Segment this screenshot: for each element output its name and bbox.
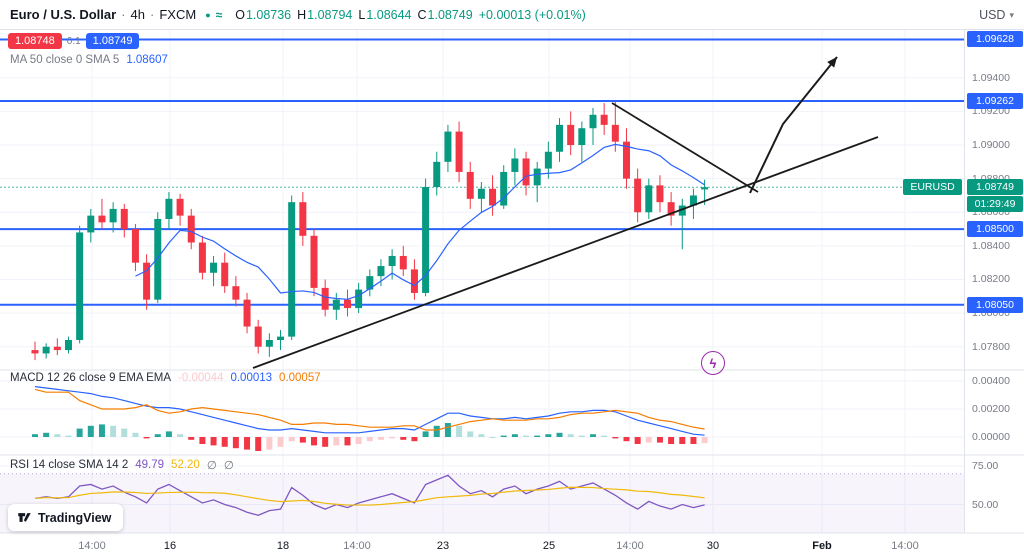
- market-status-dot-icon: ●: [205, 9, 211, 20]
- high-value: 1.08794: [307, 7, 353, 22]
- ma-legend[interactable]: MA 50 close 0 SMA 5 1.08607: [10, 54, 168, 66]
- grid-lines: [0, 30, 964, 533]
- candlestick-series[interactable]: [31, 101, 709, 361]
- time-tick-label: 25: [542, 540, 556, 552]
- bar-countdown-badge: 01:29:49: [967, 196, 1023, 213]
- delayed-data-icon: ≈: [215, 7, 223, 22]
- macd-tick-label: 0.00400: [972, 375, 1010, 387]
- rsi-value: 49.79: [135, 459, 165, 471]
- rsi-band: [0, 473, 964, 533]
- time-tick-label: Feb: [812, 540, 832, 552]
- ma-value: 1.08607: [126, 54, 168, 66]
- ask-price-badge[interactable]: 1.08749: [85, 33, 140, 49]
- close-value: 1.08749: [427, 7, 473, 22]
- interval-selector[interactable]: 4h: [130, 7, 145, 22]
- rsi-band-value: ∅: [223, 460, 234, 472]
- price-tick-label: 1.08200: [972, 273, 1010, 286]
- trendline-up[interactable]: [252, 136, 879, 369]
- ma-legend-title: MA 50 close 0 SMA 5: [10, 54, 120, 66]
- currency-selector[interactable]: USD ▾: [979, 0, 1014, 30]
- arrow-up-line[interactable]: [749, 56, 838, 194]
- time-tick-label: 30: [706, 540, 720, 552]
- open-label: O: [235, 7, 245, 22]
- currency-label: USD: [979, 8, 1006, 22]
- exchange-name[interactable]: FXCM: [159, 7, 197, 22]
- rsi-sma-value: 52.20: [171, 459, 200, 471]
- time-tick-label: 14:00: [343, 540, 371, 552]
- low-label: L: [358, 7, 366, 22]
- tradingview-logo-text: TradingView: [38, 510, 112, 525]
- time-tick-label: 14:00: [891, 540, 919, 552]
- lightning-bolt-icon[interactable]: ϟ: [701, 351, 725, 375]
- ohlc-readout: O1.08736 H1.08794 L1.08644 C1.08749 +0.0…: [235, 8, 586, 22]
- macd-histogram: [32, 423, 708, 451]
- macd-signal-value: 0.00057: [279, 372, 321, 384]
- time-tick-label: 16: [163, 540, 177, 552]
- macd-line: [34, 386, 705, 436]
- separator-dot: ·: [121, 7, 126, 22]
- price-level-badge[interactable]: 1.08500: [967, 221, 1023, 238]
- macd-legend[interactable]: MACD 12 26 close 9 EMA EMA -0.00044 0.00…: [10, 372, 321, 384]
- price-tick-label: 1.07800: [972, 340, 1010, 353]
- arrow-head: [827, 57, 837, 68]
- wedge-down[interactable]: [611, 102, 759, 193]
- open-value: 1.08736: [245, 7, 292, 22]
- time-tick-label: 14:00: [616, 540, 644, 552]
- rsi-sma-line: [34, 486, 705, 506]
- time-axis[interactable]: 14:00 16 18 14:00 23 25 14:00 30 Feb 14:00: [0, 534, 1024, 559]
- chevron-down-icon: ▾: [1009, 9, 1014, 20]
- tradingview-icon: [18, 513, 31, 522]
- ma-line[interactable]: [135, 143, 705, 300]
- price-axis[interactable]: 1.094001.092001.090001.088001.086001.084…: [964, 30, 1024, 533]
- tradingview-logo[interactable]: TradingView: [8, 504, 124, 531]
- rsi-legend-title: RSI 14 close SMA 14 2: [10, 459, 129, 471]
- bid-price-badge[interactable]: 1.08748: [8, 33, 62, 49]
- separator-dot: ·: [150, 7, 155, 22]
- macd-signal-line: [34, 388, 705, 431]
- last-price-badge[interactable]: 1.08749: [967, 179, 1023, 196]
- high-label: H: [297, 7, 307, 22]
- chart-toolbar: Euro / U.S. Dollar · 4h · FXCM ● ≈ O1.08…: [0, 0, 1024, 30]
- time-tick-label: 14:00: [78, 540, 106, 552]
- change-value: +0.00013 (+0.01%): [478, 7, 586, 22]
- bid-ask-panel: 1.08748 0.1 1.08749: [8, 33, 140, 49]
- low-value: 1.08644: [366, 7, 412, 22]
- macd-hist-value: -0.00044: [178, 372, 224, 384]
- time-tick-label: 23: [436, 540, 450, 552]
- price-tick-label: 1.09000: [972, 139, 1010, 152]
- price-level-badge[interactable]: 1.09628: [967, 31, 1023, 48]
- close-label: C: [417, 7, 427, 22]
- symbol-price-label: EURUSD: [903, 179, 962, 196]
- rsi-band-value: ∅: [206, 460, 217, 472]
- price-level-badge[interactable]: 1.09262: [967, 93, 1023, 109]
- symbol-name[interactable]: Euro / U.S. Dollar: [10, 7, 117, 22]
- time-tick-label: 18: [276, 540, 290, 552]
- price-tick-label: 1.08400: [972, 239, 1010, 252]
- rsi-line: [34, 474, 705, 516]
- rsi-tick-label: 75.00: [972, 460, 999, 472]
- macd-tick-label: 0.00000: [972, 431, 1010, 443]
- price-level-badge[interactable]: 1.08050: [967, 296, 1023, 313]
- spread-value: 0.1: [66, 35, 81, 47]
- rsi-tick-label: 50.00: [972, 498, 999, 511]
- macd-line-value: 0.00013: [230, 372, 273, 384]
- macd-legend-title: MACD 12 26 close 9 EMA EMA: [10, 372, 172, 384]
- macd-tick-label: 0.00200: [972, 403, 1010, 415]
- price-tick-label: 1.09400: [972, 71, 1010, 84]
- rsi-legend[interactable]: RSI 14 close SMA 14 2 49.79 52.20 ∅ ∅: [10, 458, 234, 472]
